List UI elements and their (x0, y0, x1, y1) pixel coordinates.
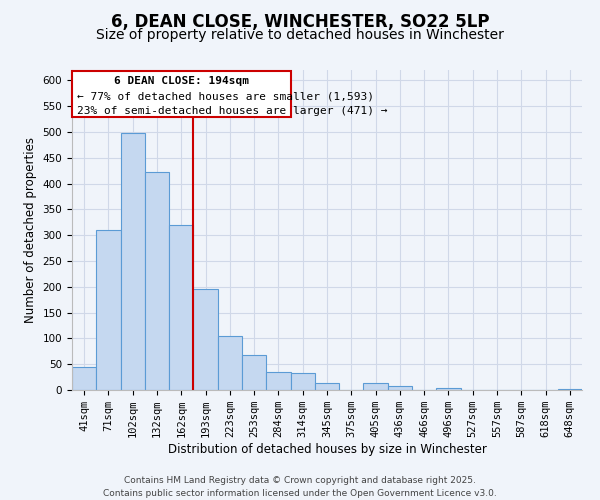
Bar (121, 133, 145, 390)
Bar (218, 336, 242, 390)
Bar (558, 389, 582, 390)
Bar (169, 225, 193, 390)
X-axis label: Distribution of detached houses by size in Winchester: Distribution of detached houses by size … (167, 443, 487, 456)
Bar (315, 384, 339, 390)
Text: Size of property relative to detached houses in Winchester: Size of property relative to detached ho… (96, 28, 504, 42)
Text: 6, DEAN CLOSE, WINCHESTER, SO22 5LP: 6, DEAN CLOSE, WINCHESTER, SO22 5LP (111, 12, 489, 30)
Bar (72, 367, 96, 390)
Bar (193, 290, 218, 390)
Bar (96, 230, 121, 390)
Bar (266, 372, 290, 390)
FancyBboxPatch shape (72, 71, 290, 118)
Bar (242, 355, 266, 390)
Text: 6 DEAN CLOSE: 194sqm: 6 DEAN CLOSE: 194sqm (114, 76, 249, 86)
Text: Contains HM Land Registry data © Crown copyright and database right 2025.
Contai: Contains HM Land Registry data © Crown c… (103, 476, 497, 498)
Bar (364, 384, 388, 390)
Text: ← 77% of detached houses are smaller (1,593): ← 77% of detached houses are smaller (1,… (77, 92, 374, 102)
Text: 23% of semi-detached houses are larger (471) →: 23% of semi-detached houses are larger (… (77, 106, 388, 116)
Bar (145, 172, 169, 390)
Bar (388, 386, 412, 390)
Y-axis label: Number of detached properties: Number of detached properties (24, 137, 37, 323)
Bar (290, 374, 315, 390)
Bar (436, 388, 461, 390)
